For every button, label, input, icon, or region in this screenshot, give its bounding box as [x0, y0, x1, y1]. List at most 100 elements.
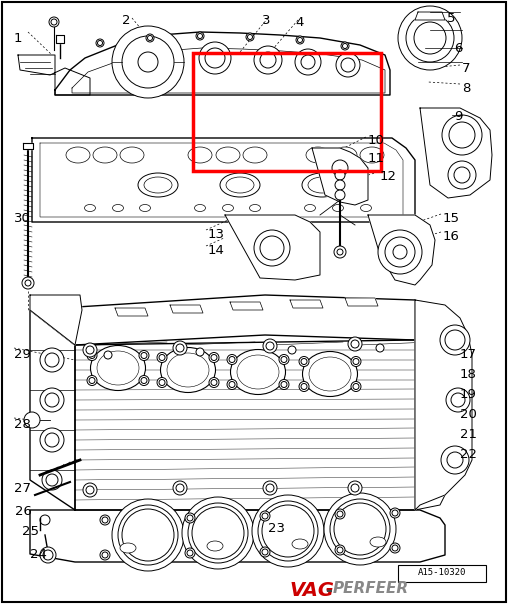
Ellipse shape — [302, 352, 358, 396]
Text: 12: 12 — [380, 170, 397, 183]
Polygon shape — [170, 305, 203, 313]
Circle shape — [157, 378, 167, 388]
Circle shape — [24, 412, 40, 428]
Circle shape — [247, 34, 252, 39]
Circle shape — [390, 508, 400, 518]
Text: 15: 15 — [443, 212, 460, 225]
Circle shape — [335, 190, 345, 200]
Bar — [193, 53, 381, 171]
Ellipse shape — [308, 177, 336, 193]
Polygon shape — [30, 295, 420, 345]
Circle shape — [348, 481, 362, 495]
Text: 17: 17 — [460, 348, 477, 361]
Circle shape — [159, 379, 165, 385]
Ellipse shape — [216, 147, 240, 163]
Text: 22: 22 — [460, 448, 477, 461]
Polygon shape — [32, 138, 415, 222]
Circle shape — [87, 376, 97, 385]
Circle shape — [342, 43, 347, 48]
Circle shape — [262, 513, 268, 519]
Circle shape — [398, 6, 462, 70]
Circle shape — [209, 378, 219, 388]
Circle shape — [196, 348, 204, 356]
Circle shape — [98, 40, 103, 45]
Circle shape — [102, 552, 108, 558]
Circle shape — [301, 359, 307, 364]
Text: 27: 27 — [14, 482, 31, 495]
Polygon shape — [230, 302, 263, 310]
Ellipse shape — [333, 147, 357, 163]
Circle shape — [246, 33, 254, 41]
Circle shape — [337, 547, 343, 553]
Circle shape — [392, 510, 398, 516]
Circle shape — [25, 280, 31, 286]
Ellipse shape — [292, 539, 308, 549]
Circle shape — [376, 344, 384, 352]
Circle shape — [227, 379, 237, 390]
Circle shape — [139, 350, 149, 361]
Ellipse shape — [306, 147, 330, 163]
Circle shape — [96, 39, 104, 47]
Text: 9: 9 — [454, 110, 462, 123]
Text: 11: 11 — [368, 152, 385, 165]
Polygon shape — [225, 215, 320, 280]
Circle shape — [279, 355, 289, 364]
Polygon shape — [40, 143, 403, 217]
Ellipse shape — [84, 205, 96, 211]
Circle shape — [263, 339, 277, 353]
Circle shape — [141, 378, 147, 384]
Ellipse shape — [97, 351, 139, 385]
Circle shape — [341, 42, 349, 50]
Circle shape — [146, 34, 154, 42]
Text: 23: 23 — [268, 522, 285, 535]
Circle shape — [454, 167, 470, 183]
Circle shape — [176, 484, 184, 492]
Circle shape — [40, 515, 50, 525]
Polygon shape — [55, 32, 390, 95]
Circle shape — [176, 344, 184, 352]
Circle shape — [260, 511, 270, 521]
Circle shape — [147, 36, 152, 40]
Circle shape — [192, 507, 244, 559]
Polygon shape — [30, 310, 75, 510]
Circle shape — [205, 48, 225, 68]
Polygon shape — [18, 55, 90, 95]
Circle shape — [198, 33, 203, 39]
Circle shape — [336, 53, 360, 77]
Polygon shape — [56, 35, 64, 43]
Circle shape — [185, 548, 195, 558]
Polygon shape — [115, 308, 148, 316]
Circle shape — [337, 249, 343, 255]
Polygon shape — [420, 108, 492, 198]
Circle shape — [414, 22, 446, 54]
Circle shape — [89, 378, 95, 384]
Circle shape — [451, 393, 465, 407]
Circle shape — [122, 36, 174, 88]
Text: 7: 7 — [462, 62, 470, 75]
Circle shape — [279, 379, 289, 390]
Circle shape — [299, 382, 309, 391]
Circle shape — [100, 550, 110, 560]
Ellipse shape — [188, 147, 212, 163]
Ellipse shape — [161, 347, 215, 393]
Circle shape — [353, 359, 359, 364]
Polygon shape — [415, 300, 445, 510]
Circle shape — [211, 355, 217, 361]
Ellipse shape — [207, 541, 223, 551]
Ellipse shape — [360, 147, 384, 163]
Circle shape — [188, 503, 248, 563]
Circle shape — [254, 230, 290, 266]
Ellipse shape — [370, 537, 386, 547]
Text: 3: 3 — [262, 14, 270, 27]
Circle shape — [393, 245, 407, 259]
Text: PERFEER: PERFEER — [333, 581, 409, 596]
Ellipse shape — [309, 357, 351, 391]
Circle shape — [40, 428, 64, 452]
Circle shape — [260, 52, 276, 68]
Text: 6: 6 — [454, 42, 462, 55]
Polygon shape — [312, 148, 368, 205]
Circle shape — [173, 481, 187, 495]
Circle shape — [182, 497, 254, 569]
Circle shape — [157, 353, 167, 362]
Polygon shape — [72, 48, 385, 93]
